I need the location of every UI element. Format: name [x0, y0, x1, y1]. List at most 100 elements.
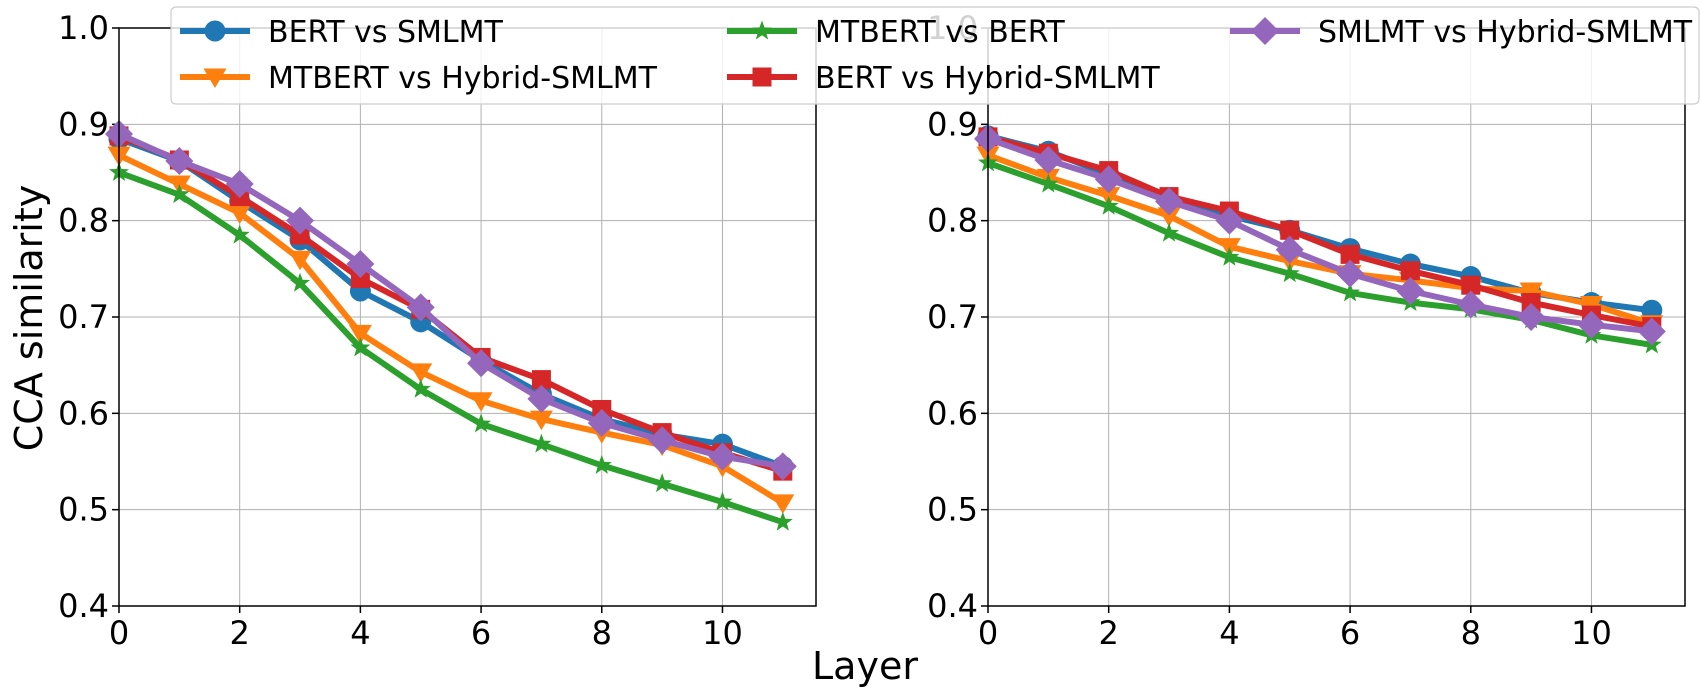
data-point-smlmt_hybrid [165, 146, 194, 175]
data-point-mtbert_bert [290, 272, 311, 292]
data-point-smlmt_hybrid [1517, 303, 1546, 331]
data-point-smlmt_hybrid [587, 408, 616, 437]
series-line-bert_hybrid [117, 133, 784, 474]
legend-entry-smlmt_hybrid: SMLMT vs Hybrid-SMLMT [1230, 15, 1693, 50]
data-point-mtbert_bert [1159, 222, 1180, 242]
x-tick-label: 8 [592, 614, 612, 652]
data-point-smlmt_hybrid [1396, 276, 1425, 305]
legend-label-smlmt_hybrid: SMLMT vs Hybrid-SMLMT [1318, 15, 1693, 50]
data-point-mtbert_hybrid [1157, 207, 1181, 227]
series-line-mtbert_bert [987, 160, 1653, 348]
data-point-smlmt_hybrid [406, 293, 435, 322]
data-point-mtbert_bert [1340, 282, 1361, 302]
y-tick-label: 0.7 [58, 298, 109, 336]
x-tick-label: 2 [230, 614, 250, 652]
y-tick-label: 0.8 [927, 202, 978, 240]
data-point-smlmt_hybrid [1637, 317, 1666, 346]
legend-label-mtbert_hybrid: MTBERT vs Hybrid-SMLMT [268, 61, 658, 96]
data-point-bert_hybrid [290, 225, 310, 245]
y-tick-label: 0.5 [58, 491, 109, 529]
series-mtbert_bert [109, 162, 793, 531]
legend-entry-bert_smlmt: BERT vs SMLMT [180, 15, 504, 50]
data-point-smlmt_hybrid [1456, 290, 1485, 319]
x-tick-label: 0 [978, 614, 998, 652]
y-tick-label: 1.0 [58, 9, 109, 47]
data-point-mtbert_hybrid [348, 324, 372, 345]
data-point-smlmt_hybrid [225, 170, 254, 199]
legend-marker-bert_smlmt [204, 20, 226, 42]
data-point-mtbert_bert [772, 511, 793, 531]
legend-marker-mtbert_bert [752, 20, 772, 40]
series-line-mtbert_hybrid [986, 152, 1653, 327]
data-point-smlmt_hybrid [467, 349, 496, 378]
data-point-mtbert_hybrid [1519, 282, 1543, 302]
data-point-bert_hybrid [350, 268, 370, 288]
legend-marker-bert_hybrid [752, 67, 772, 87]
x-axis-label: Layer [812, 644, 918, 688]
data-point-mtbert_bert [169, 184, 190, 204]
x-tick-label: 10 [702, 614, 743, 652]
y-tick-label: 0.9 [927, 105, 978, 143]
legend: BERT vs SMLMT MTBERT vs Hybrid-SMLMT MTBER… [170, 6, 1700, 105]
series-line-mtbert_hybrid [117, 152, 785, 506]
data-point-smlmt_hybrid [286, 206, 315, 235]
data-point-mtbert_bert [652, 473, 673, 493]
legend-entry-mtbert_bert: MTBERT vs BERT [727, 15, 1065, 50]
data-point-smlmt_hybrid [1215, 206, 1244, 235]
series-bert_hybrid [109, 126, 793, 481]
y-tick-label: 0.4 [58, 587, 109, 625]
series-smlmt_hybrid [105, 119, 797, 481]
data-point-mtbert_bert [1098, 195, 1119, 215]
x-tick-label: 4 [350, 614, 370, 652]
data-point-bert_hybrid [1280, 220, 1300, 240]
data-point-mtbert_bert [1279, 263, 1300, 283]
data-point-mtbert_bert [1038, 173, 1059, 193]
data-point-mtbert_bert [531, 433, 552, 453]
data-point-smlmt_hybrid [1336, 259, 1365, 288]
legend-box [170, 6, 1700, 105]
data-point-smlmt_hybrid [527, 384, 556, 413]
data-point-smlmt_hybrid [1577, 310, 1606, 339]
x-tick-label: 4 [1219, 614, 1239, 652]
data-point-mtbert_hybrid [288, 250, 312, 271]
data-point-bert_hybrid [1521, 293, 1541, 313]
data-point-mtbert_hybrid [771, 494, 795, 514]
data-point-smlmt_hybrid [708, 442, 737, 471]
data-point-smlmt_hybrid [768, 452, 797, 481]
data-point-smlmt_hybrid [346, 250, 375, 279]
x-tick-label: 6 [1340, 614, 1360, 652]
series-bert_hybrid [978, 127, 1662, 337]
data-point-mtbert_bert [350, 337, 371, 357]
data-point-mtbert_hybrid [409, 363, 433, 383]
left-panel: 0 2 4 6 8 10 0.4 0.5 0.6 0.7 0.8 0.9 1.0 [58, 9, 817, 652]
legend-entry-mtbert_hybrid: MTBERT vs Hybrid-SMLMT [180, 61, 658, 96]
data-point-mtbert_hybrid [529, 410, 553, 431]
y-tick-label: 0.7 [927, 298, 978, 336]
legend-label-bert_hybrid: BERT vs Hybrid-SMLMT [815, 61, 1160, 96]
data-point-smlmt_hybrid [1094, 165, 1123, 194]
legend-entry-bert_hybrid: BERT vs Hybrid-SMLMT [727, 61, 1160, 96]
legend-label-bert_smlmt: BERT vs SMLMT [268, 15, 504, 50]
series-line-bert_hybrid [987, 134, 1653, 330]
series-smlmt_hybrid [974, 124, 1666, 346]
data-point-bert_hybrid [1461, 275, 1481, 295]
data-point-smlmt_hybrid [1155, 187, 1184, 216]
data-point-smlmt_hybrid [1275, 235, 1304, 264]
data-point-mtbert_bert [712, 491, 733, 511]
legend-marker-smlmt_hybrid [1251, 17, 1279, 45]
data-point-mtbert_bert [591, 454, 612, 474]
data-point-mtbert_hybrid [228, 204, 252, 224]
x-tick-label: 2 [1099, 614, 1119, 652]
data-point-smlmt_hybrid [648, 426, 677, 455]
data-point-mtbert_hybrid [469, 392, 493, 412]
data-point-mtbert_bert [410, 378, 431, 398]
data-point-mtbert_bert [229, 224, 250, 244]
data-point-bert_hybrid [1340, 244, 1360, 264]
series-line-bert_smlmt [117, 135, 784, 470]
x-tick-label: 8 [1461, 614, 1481, 652]
y-tick-label: 0.9 [58, 105, 109, 143]
y-axis-label: CCA similarity [7, 185, 51, 451]
data-point-bert_hybrid [531, 370, 551, 390]
